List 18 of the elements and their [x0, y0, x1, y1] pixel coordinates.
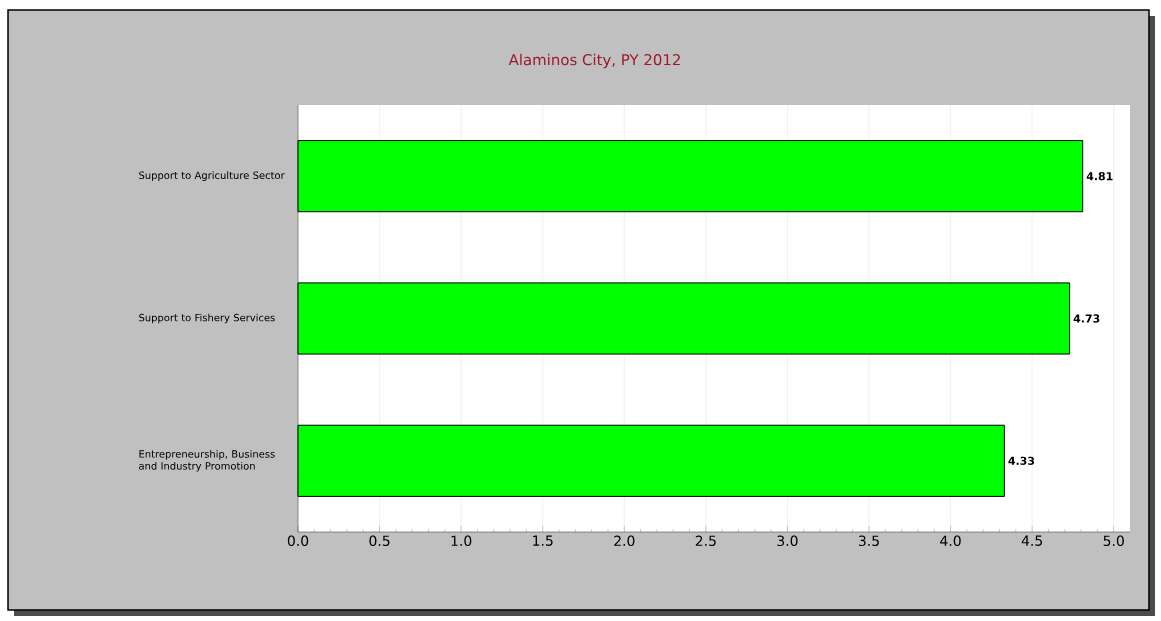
- data-label: 4.73: [1073, 314, 1100, 323]
- chart-title: Alaminos City, PY 2012: [508, 53, 680, 69]
- x-tick-label: 5.0: [1103, 535, 1124, 547]
- x-tick-label: 3.5: [858, 535, 879, 547]
- data-label: 4.33: [1008, 456, 1035, 465]
- x-tick-label: 1.5: [533, 535, 553, 546]
- y-tick-label: Entrepreneurship, Business and Industry Promotion: [139, 450, 275, 472]
- x-tick-label: 0.5: [369, 535, 390, 547]
- x-tick-label: 4.5: [1021, 535, 1042, 546]
- y-tick-label: Support to Agriculture Sector: [139, 171, 285, 181]
- x-tick-label: 4.0: [940, 535, 961, 547]
- data-label: 4.81: [1086, 172, 1113, 181]
- x-tick-label: 2.5: [695, 535, 716, 547]
- x-tick-label: 2.0: [614, 535, 635, 547]
- x-tick-label: 0.0: [287, 535, 309, 547]
- x-tick-label: 1.0: [451, 535, 472, 547]
- y-tick-label: Support to Fishery Services: [139, 313, 275, 324]
- x-tick-label: 3.0: [777, 535, 798, 547]
